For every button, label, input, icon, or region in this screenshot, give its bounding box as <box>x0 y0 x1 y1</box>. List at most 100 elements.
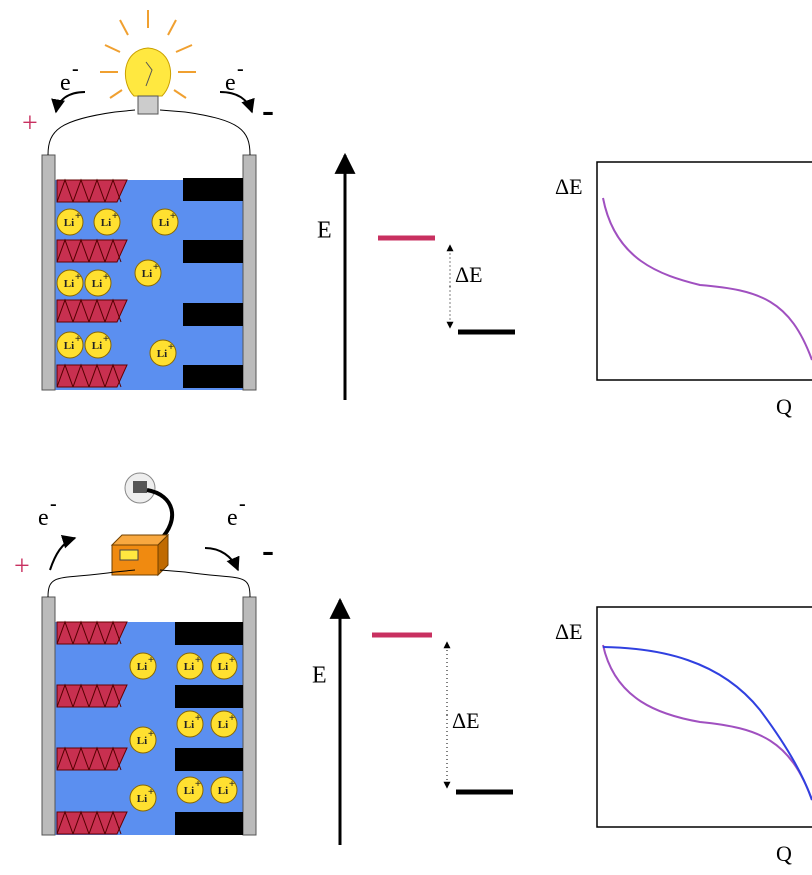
cathode-triangle <box>104 746 122 771</box>
cathode-triangle <box>88 620 106 645</box>
ion-label: Li <box>184 719 194 731</box>
li-ion <box>84 269 112 297</box>
negative-terminal: - <box>262 90 274 130</box>
cathode-triangle <box>88 746 106 771</box>
positive-terminal: + <box>14 551 30 582</box>
ion-charge: + <box>229 778 235 790</box>
anode-layer <box>183 240 243 263</box>
cathode-triangle <box>88 683 106 708</box>
li-ion <box>84 331 112 359</box>
ion-charge: + <box>170 210 176 222</box>
li-ion <box>149 339 177 367</box>
cathode-triangle <box>104 238 122 263</box>
cathode-triangle <box>88 238 106 263</box>
ion-charge: + <box>153 261 159 273</box>
ion-label: Li <box>137 661 147 673</box>
electron-label: e <box>60 70 71 96</box>
ion-label: Li <box>64 340 74 352</box>
voltage-curve <box>602 644 812 801</box>
cathode-triangle <box>104 363 122 388</box>
li-ion <box>134 259 162 287</box>
anode-layer <box>183 178 243 201</box>
electron-arrow <box>204 547 240 572</box>
ion-charge: + <box>168 341 174 353</box>
plot-y-label: ΔE <box>555 174 583 199</box>
li-ion <box>129 652 157 680</box>
cathode-triangle <box>104 620 122 645</box>
cathode-triangle <box>88 298 106 323</box>
plot-frame <box>596 606 812 828</box>
plot-y-label: ΔE <box>555 619 583 644</box>
li-ion <box>129 726 157 754</box>
cathode-triangle <box>56 238 74 263</box>
cathode-triangle <box>56 178 74 203</box>
ion-label: Li <box>64 217 74 229</box>
plot-x-label: Q <box>776 841 792 866</box>
ion-label: Li <box>92 340 102 352</box>
cathode-triangle <box>72 746 90 771</box>
ion-label: Li <box>184 785 194 797</box>
collector <box>41 154 56 391</box>
energy-axis-label: E <box>312 663 327 689</box>
collector <box>41 596 56 836</box>
cathode-triangle <box>88 178 106 203</box>
cathode-triangle <box>88 810 106 835</box>
plot-x-label: Q <box>776 394 792 419</box>
collector <box>242 154 257 391</box>
wire <box>159 569 251 598</box>
anode-layer <box>175 685 243 708</box>
cathode-triangle <box>72 810 90 835</box>
plot-frame <box>596 161 812 381</box>
li-ion <box>176 652 204 680</box>
wire <box>159 109 251 156</box>
cathode-triangle <box>56 620 74 645</box>
cathode-triangle <box>88 363 106 388</box>
ion-charge: + <box>103 271 109 283</box>
cathode-triangle <box>72 363 90 388</box>
ion-label: Li <box>218 785 228 797</box>
electron-charge: - <box>239 493 246 515</box>
ion-charge: + <box>75 271 81 283</box>
anode-layer <box>175 748 243 771</box>
gap-label: ΔE <box>455 262 483 287</box>
electron-label: e <box>225 70 236 96</box>
electron-arrow <box>219 91 255 114</box>
li-ion <box>210 710 238 738</box>
cathode-triangle <box>72 178 90 203</box>
cathode-triangle <box>104 810 122 835</box>
cathode-triangle <box>56 810 74 835</box>
ion-label: Li <box>157 348 167 360</box>
anode-layer <box>183 303 243 326</box>
wire <box>47 109 136 156</box>
cathode-triangle <box>104 298 122 323</box>
ion-charge: + <box>148 654 154 666</box>
electron-charge: - <box>237 58 244 80</box>
electron-arrow <box>49 535 77 571</box>
li-ion <box>176 776 204 804</box>
cathode-triangle <box>56 683 74 708</box>
ion-label: Li <box>92 278 102 290</box>
negative-terminal: - <box>262 530 274 570</box>
ion-charge: + <box>195 654 201 666</box>
ion-label: Li <box>218 661 228 673</box>
ion-charge: + <box>112 210 118 222</box>
li-ion <box>56 208 84 236</box>
anode-layer <box>183 365 243 388</box>
ion-label: Li <box>101 217 111 229</box>
gap-label: ΔE <box>452 708 480 733</box>
li-ion <box>56 331 84 359</box>
ion-label: Li <box>218 719 228 731</box>
ion-charge: + <box>195 712 201 724</box>
wire <box>47 569 136 598</box>
li-ion <box>210 652 238 680</box>
anode-layer <box>175 812 243 835</box>
positive-terminal: + <box>22 108 38 139</box>
electron-charge: - <box>72 58 79 80</box>
charger <box>110 472 175 577</box>
ion-charge: + <box>148 728 154 740</box>
ion-charge: + <box>75 210 81 222</box>
voltage-curve <box>602 197 812 361</box>
ion-charge: + <box>229 712 235 724</box>
